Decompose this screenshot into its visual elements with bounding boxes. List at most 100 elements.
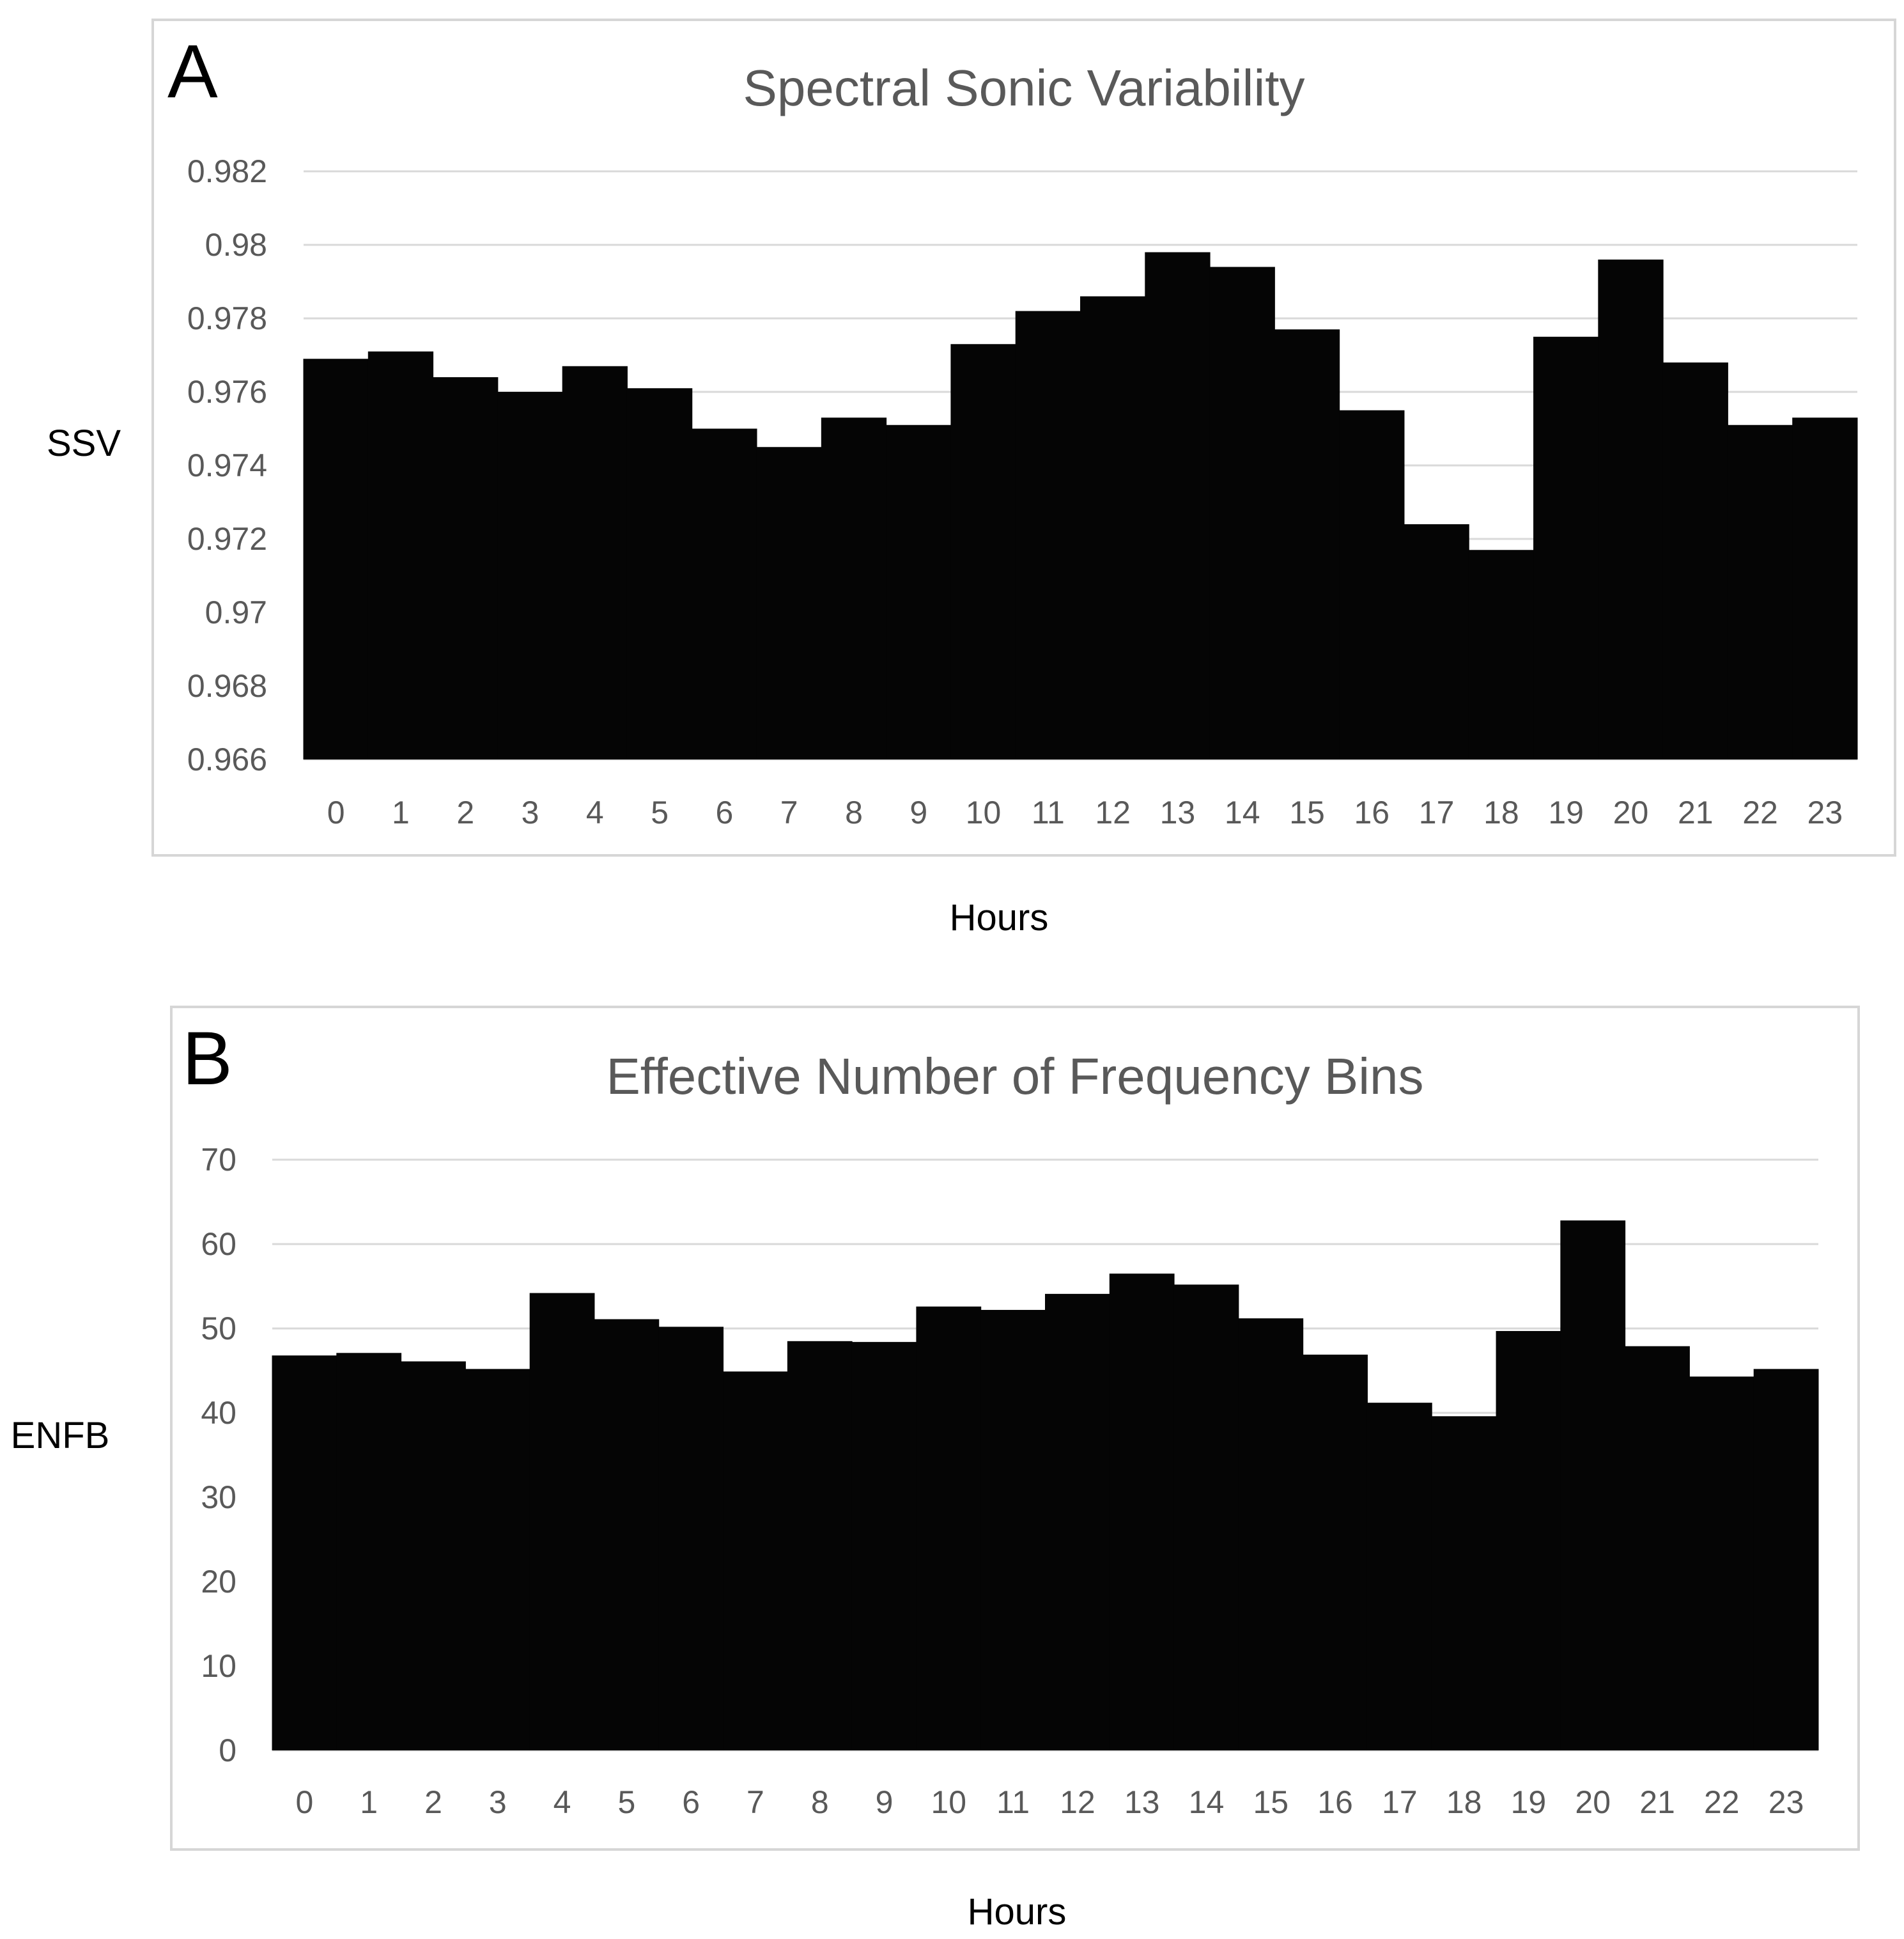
bar-hour-3: [497, 392, 563, 759]
x-tick-label: 20: [1613, 795, 1649, 830]
bar-hour-22: [1689, 1376, 1754, 1750]
x-tick-label: 10: [966, 795, 1002, 830]
y-tick-label: 0.966: [187, 742, 267, 777]
x-tick-label: 0: [327, 795, 345, 830]
y-tick-label: 30: [201, 1479, 236, 1515]
x-tick-label: 7: [780, 795, 798, 830]
bar-hour-5: [626, 388, 693, 759]
bar-hour-12: [1080, 296, 1146, 759]
x-tick-label: 8: [811, 1784, 829, 1820]
bar-hour-16: [1339, 410, 1405, 759]
x-tick-label: 2: [424, 1784, 442, 1820]
x-tick-label: 22: [1742, 795, 1778, 830]
x-tick-label: 5: [617, 1784, 635, 1820]
bar-hour-9: [851, 1342, 917, 1750]
x-tick-label: 6: [715, 795, 733, 830]
y-tick-label: 0: [219, 1733, 236, 1768]
bar-hour-2: [433, 377, 499, 759]
y-tick-label: 50: [201, 1311, 236, 1346]
x-tick-label: 15: [1289, 795, 1325, 830]
x-tick-label: 2: [456, 795, 474, 830]
x-tick-label: 19: [1511, 1784, 1547, 1820]
bar-hour-6: [658, 1327, 724, 1750]
x-tick-label: 12: [1060, 1784, 1095, 1820]
bar-hour-8: [821, 417, 887, 759]
x-tick-label: 3: [522, 795, 539, 830]
bar-hour-14: [1173, 1284, 1239, 1750]
x-tick-label: 5: [651, 795, 669, 830]
bar-hour-0: [272, 1355, 337, 1750]
panel-letter: B: [182, 1016, 233, 1101]
x-tick-label: 17: [1382, 1784, 1418, 1820]
x-tick-label: 18: [1446, 1784, 1482, 1820]
bars: [303, 252, 1858, 759]
bar-hour-21: [1625, 1346, 1690, 1750]
x-tick-label: 14: [1189, 1784, 1225, 1820]
bar-hour-2: [401, 1361, 466, 1750]
x-tick-label: 23: [1769, 1784, 1804, 1820]
bar-hour-0: [303, 359, 369, 759]
x-tick-labels: 0 1 2 3 4 5 6 7 8 9 10 11 12 13 14 15 16 17 18 19 20 21 22 23: [327, 795, 1843, 830]
bar-hour-19: [1533, 336, 1599, 759]
x-tick-label: 20: [1575, 1784, 1611, 1820]
ssv-chart-svg: 0.966 0.968 0.97 0.972 0.974 0.976 0.978 0.98 0.…: [47, 19, 1896, 938]
bar-hour-6: [692, 428, 757, 759]
x-tick-label: 13: [1124, 1784, 1160, 1820]
bar-hour-8: [787, 1341, 853, 1750]
bar-hour-23: [1753, 1369, 1819, 1750]
bar-hour-23: [1792, 417, 1858, 759]
y-tick-label: 20: [201, 1564, 236, 1600]
x-tick-label: 15: [1253, 1784, 1289, 1820]
y-tick-label: 0.98: [205, 227, 267, 263]
x-tick-label: 4: [586, 795, 604, 830]
x-tick-label: 1: [360, 1784, 378, 1820]
bar-hour-21: [1662, 362, 1728, 759]
bar-hour-14: [1209, 267, 1275, 759]
x-tick-label: 21: [1639, 1784, 1675, 1820]
x-tick-label: 8: [845, 795, 863, 830]
panel-a-ssv-chart: 0.966 0.968 0.97 0.972 0.974 0.976 0.978 0.98 0.…: [47, 19, 1896, 938]
x-tick-label: 16: [1354, 795, 1390, 830]
x-tick-labels: 0 1 2 3 4 5 6 7 8 9 10 11 12 13 14 15 16 17 18 19 20 21 22 23: [295, 1784, 1804, 1820]
y-tick-label: 0.978: [187, 300, 267, 336]
chart-title: Spectral Sonic Variability: [743, 59, 1305, 116]
bar-hour-9: [886, 424, 952, 759]
x-axis-label: Hours: [968, 1891, 1067, 1933]
bar-hour-3: [465, 1369, 530, 1750]
bar-hour-17: [1404, 524, 1469, 759]
x-tick-label: 23: [1807, 795, 1843, 830]
x-tick-label: 9: [876, 1784, 894, 1820]
y-tick-labels: 0.966 0.968 0.97 0.972 0.974 0.976 0.978 0.98 0.…: [187, 153, 267, 777]
x-tick-label: 6: [682, 1784, 700, 1820]
y-tick-label: 0.982: [187, 153, 267, 189]
x-tick-label: 9: [909, 795, 927, 830]
bar-hour-17: [1366, 1403, 1432, 1750]
bar-hour-11: [980, 1309, 1046, 1750]
bar-hour-7: [723, 1371, 788, 1750]
x-tick-label: 12: [1095, 795, 1131, 830]
bar-hour-18: [1468, 550, 1535, 759]
bar-hour-1: [368, 351, 434, 759]
x-tick-label: 7: [747, 1784, 764, 1820]
bars: [272, 1220, 1819, 1750]
bar-hour-1: [336, 1353, 402, 1750]
x-tick-label: 18: [1483, 795, 1519, 830]
bar-hour-15: [1274, 329, 1340, 759]
x-tick-label: 0: [295, 1784, 313, 1820]
x-tick-label: 22: [1704, 1784, 1740, 1820]
x-tick-label: 1: [392, 795, 410, 830]
x-tick-label: 4: [553, 1784, 571, 1820]
bar-hour-15: [1238, 1318, 1304, 1750]
x-tick-label: 21: [1678, 795, 1714, 830]
x-tick-label: 10: [931, 1784, 967, 1820]
bar-hour-10: [950, 344, 1016, 759]
y-tick-label: 70: [201, 1142, 236, 1178]
x-tick-label: 11: [1032, 795, 1065, 830]
bar-hour-12: [1045, 1293, 1110, 1750]
y-tick-labels: 0 10 20 30 40 50 60 70: [201, 1142, 236, 1768]
y-tick-label: 0.976: [187, 374, 267, 410]
bar-hour-11: [1015, 311, 1081, 759]
bar-hour-13: [1145, 252, 1211, 759]
x-tick-label: 14: [1225, 795, 1260, 830]
